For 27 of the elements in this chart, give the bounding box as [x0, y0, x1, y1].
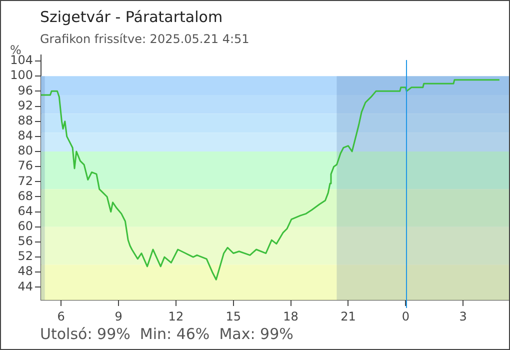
y-tick-label: 84: [18, 128, 33, 143]
y-tick-label: 92: [18, 98, 33, 112]
x-tick-label: 12: [168, 309, 184, 324]
y-tick-label: 100: [10, 68, 33, 82]
y-tick-label: 56: [18, 234, 33, 248]
y-tick-label: 60: [18, 219, 33, 233]
y-tick-label: 48: [18, 264, 33, 278]
x-tick-label: 9: [114, 309, 122, 324]
chart-title: Szigetvár - Páratartalom: [40, 8, 223, 26]
y-tick-label: 44: [18, 279, 33, 294]
y-tick-label: 80: [18, 144, 33, 158]
y-tick-label: 104: [10, 53, 33, 68]
y-tick-label: 68: [18, 188, 33, 203]
y-tick-label: 88: [18, 113, 33, 128]
chart-subtitle: Grafikon frissítve: 2025.05.21 4:51: [40, 32, 250, 46]
text: Utolsó: 99% Min: 46% Max: 99%: [40, 325, 294, 343]
y-tick-label: 76: [18, 158, 33, 173]
y-tick-label: 72: [18, 174, 33, 188]
y-tick-label: 64: [18, 204, 33, 218]
x-tick-label: 21: [340, 309, 356, 324]
x-tick-label: 3: [459, 309, 467, 324]
y-tick-label: 52: [18, 249, 33, 264]
x-tick-label: 0: [402, 309, 410, 324]
y-tick-label: 96: [18, 83, 33, 98]
x-tick-label: 18: [283, 309, 298, 324]
x-tick-label: 15: [226, 309, 242, 324]
x-tick-label: 6: [57, 309, 65, 324]
